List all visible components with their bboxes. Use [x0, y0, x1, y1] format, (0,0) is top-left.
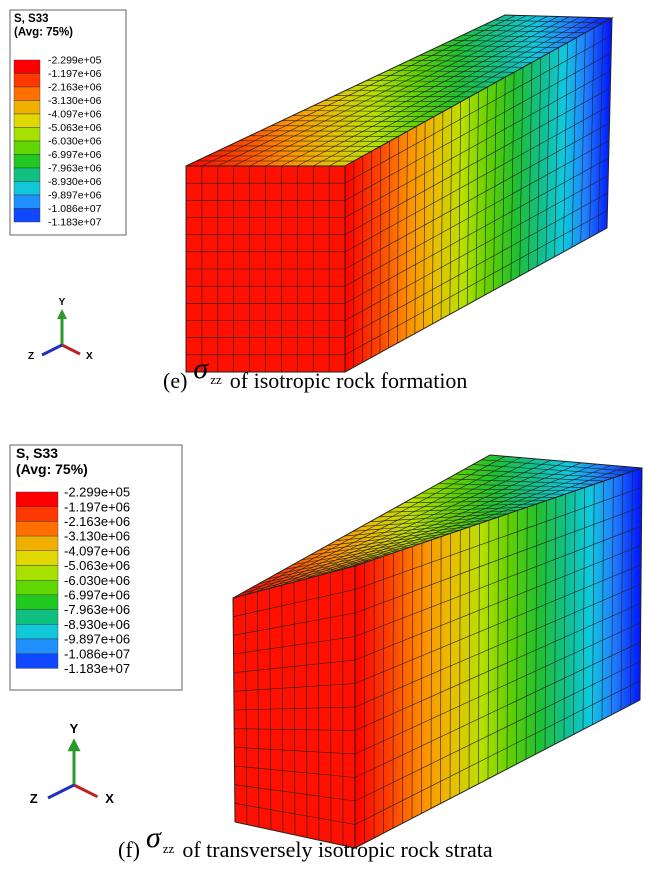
legend: S, S33(Avg: 75%) -2.299e+05-1.197e+06-2.1… [10, 445, 182, 690]
legend-label: -3.130e+06 [64, 529, 130, 544]
legend-label: -2.299e+05 [64, 485, 130, 500]
legend-band [16, 507, 58, 522]
legend-label: -9.897e+06 [64, 632, 130, 647]
legend-subtitle: (Avg: 75%) [16, 461, 88, 477]
arrow-head [57, 309, 67, 319]
legend-label: -3.130e+06 [48, 95, 102, 107]
legend-label: -5.063e+06 [48, 122, 102, 134]
legend-subtitle: (Avg: 75%) [14, 27, 73, 39]
legend-label: -1.183e+07 [48, 217, 102, 229]
legend-label: -8.930e+06 [64, 617, 130, 632]
legend-band [16, 580, 58, 595]
panel: S, S33 (Avg: 75%) -2.299e+05-1.197e+06 -2.1… [10, 10, 612, 393]
mesh-block [186, 15, 612, 372]
legend-band [14, 101, 40, 115]
legend-label: -4.097e+06 [64, 543, 130, 558]
axis-label: Z [28, 351, 34, 362]
legend-band [16, 639, 58, 654]
legend-label: -1.086e+07 [64, 646, 130, 661]
axis-label: Y [59, 297, 66, 308]
legend-band [14, 60, 40, 74]
legend-label: -8.930e+06 [48, 176, 102, 188]
legend-label: -7.963e+06 [48, 163, 102, 175]
legend-label: -7.963e+06 [64, 602, 130, 617]
mesh-block [233, 455, 642, 848]
legend-band [14, 141, 40, 155]
legend-band [14, 128, 40, 142]
figure: S, S33(Avg: 75%)-2.299e+05-1.197e+06-2.1… [0, 0, 646, 869]
caption-text: of isotropic rock formation [230, 368, 468, 393]
caption-label: (f) [118, 837, 140, 862]
legend-band [16, 595, 58, 610]
legend-label: -2.163e+06 [48, 82, 102, 94]
legend-band [14, 74, 40, 88]
axis-triad: Y Z X [28, 297, 93, 362]
legend-band [16, 624, 58, 639]
legend-label: -9.897e+06 [48, 190, 102, 202]
legend-band [14, 168, 40, 182]
caption-label: (e) [163, 368, 187, 393]
legend-band [14, 182, 40, 196]
caption-symbol: σ [146, 821, 162, 854]
legend-band [16, 492, 58, 507]
legend-title: S, S33 [14, 13, 49, 25]
legend: S, S33 (Avg: 75%) -2.299e+05-1.197e+06 -2.1… [10, 10, 126, 235]
legend-band [14, 87, 40, 101]
arrow-head [68, 738, 81, 751]
axis-label: Y [70, 721, 79, 736]
caption-symbol: σ [193, 352, 209, 385]
legend-band [16, 521, 58, 536]
axis-label: Z [30, 791, 38, 806]
legend-label: -6.030e+06 [48, 136, 102, 148]
axis-arrow [42, 345, 62, 355]
caption-text: of transversely isotropic rock strata [182, 837, 493, 862]
axis-arrow [48, 785, 74, 798]
legend-band [14, 114, 40, 128]
legend-label: -1.197e+06 [48, 68, 102, 80]
legend-band [16, 551, 58, 566]
legend-band [16, 654, 58, 669]
legend-label: -5.063e+06 [64, 558, 130, 573]
legend-title: S, S33 [16, 445, 58, 461]
legend-label: -1.086e+07 [48, 203, 102, 215]
caption-subscript: zz [210, 372, 222, 387]
legend-band [16, 536, 58, 551]
legend-label: -4.097e+06 [48, 109, 102, 121]
legend-band [16, 610, 58, 625]
axis-arrow [74, 785, 97, 797]
legend-label: -1.197e+06 [64, 499, 130, 514]
legend-label: -2.163e+06 [64, 514, 130, 529]
caption-subscript: zz [163, 841, 175, 856]
axis-label: X [86, 351, 93, 362]
legend-label: -6.997e+06 [64, 587, 130, 602]
legend-label: -2.299e+05 [48, 55, 102, 67]
legend-band [14, 195, 40, 209]
legend-label: -6.030e+06 [64, 573, 130, 588]
axis-triad: Y Z X [30, 721, 114, 806]
legend-label: -1.183e+07 [64, 661, 130, 676]
legend-band [16, 566, 58, 581]
legend-band [14, 155, 40, 169]
legend-label: -6.997e+06 [48, 149, 102, 161]
axis-label: X [105, 791, 114, 806]
panel: S, S33(Avg: 75%) -2.299e+05-1.197e+06-2.1… [10, 445, 642, 862]
legend-band [14, 209, 40, 223]
axis-arrow [62, 345, 80, 354]
